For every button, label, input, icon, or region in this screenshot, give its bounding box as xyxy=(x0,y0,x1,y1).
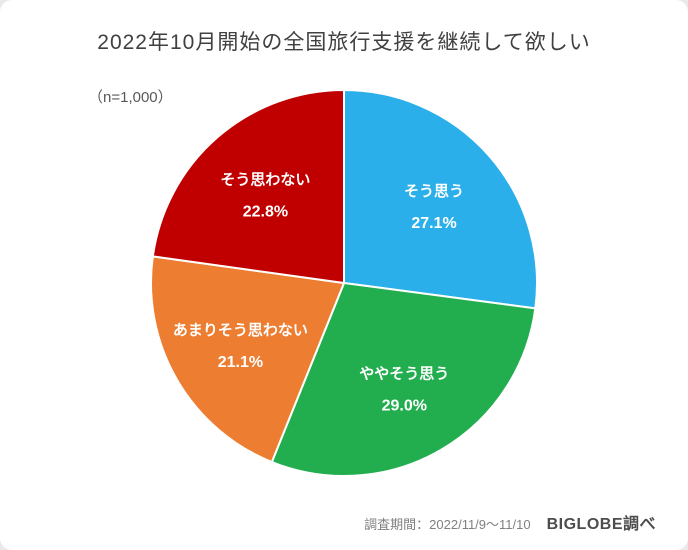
pie-slice-2 xyxy=(150,255,345,463)
pie-slice-3 xyxy=(151,89,345,284)
pie-slice-label-3: そう思わない 22.8% xyxy=(220,172,310,221)
pie-slice-1 xyxy=(270,282,537,477)
pie-slice-0 xyxy=(343,89,538,310)
pie-chart-svg: そう思う 27.1% ややそう思う 29.0% あまりそう思わない 21.1% そう思わない… xyxy=(150,89,538,477)
sample-size-label: （n=1,000） xyxy=(88,89,173,106)
chart-title: 2022年10月開始の全国旅行支援を継続して欲しい xyxy=(97,31,591,54)
pie-slice-label-1: ややそう思う 29.0% xyxy=(359,365,449,414)
pie-chart: そう思う 27.1% ややそう思う 29.0% あまりそう思わない 21.1% そう思わない… xyxy=(145,84,543,482)
pie-slice-label-2: あまりそう思わない 21.1% xyxy=(173,322,308,371)
survey-period-label: 調査期間：2022/11/9～11/10 xyxy=(364,517,531,532)
source-credit-label: BIGLOBE調べ xyxy=(546,516,656,533)
footer: 調査期間：2022/11/9～11/10 BIGLOBE調べ xyxy=(364,510,656,534)
pie-slice-label-0: そう思う 27.1% xyxy=(404,183,464,232)
